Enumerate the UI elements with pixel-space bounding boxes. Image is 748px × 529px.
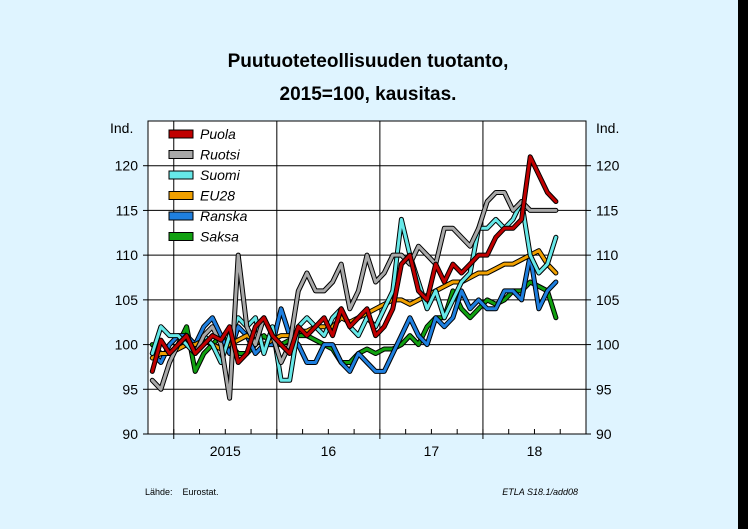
legend-label: Ruotsi	[200, 147, 241, 163]
chart-subtitle: 2015=100, kausitas.	[280, 84, 457, 105]
series-lines	[149, 154, 559, 401]
legend-label: Ranska	[200, 208, 248, 224]
y-tick-label: 105	[115, 292, 139, 308]
legend-label: Saksa	[200, 229, 239, 245]
y-tick-label: 105	[596, 292, 620, 308]
legend-swatch	[168, 129, 194, 139]
y-tick-label: 90	[596, 426, 612, 442]
series-line	[150, 155, 558, 373]
x-tick-label: 2015	[210, 443, 241, 459]
legend-swatch	[168, 211, 194, 221]
legend-label: EU28	[200, 188, 235, 204]
series-line	[150, 253, 558, 373]
legend: Puola Ruotsi Suomi EU28 Ranska Saksa	[168, 126, 248, 245]
legend-swatch	[168, 150, 194, 159]
x-tick-label: 18	[527, 443, 543, 459]
chart-code: ETLA S18.1/add08	[502, 487, 578, 497]
y-tick-label: 115	[596, 202, 619, 218]
legend-label: Puola	[200, 126, 236, 142]
plot-area	[147, 120, 587, 435]
y-tick-label: 90	[122, 426, 138, 442]
y-tick-label: 115	[116, 202, 139, 218]
y-tick-label: 110	[596, 247, 619, 263]
y-tick-label: 100	[596, 337, 620, 353]
source-note: Lähde: Eurostat.	[145, 487, 219, 497]
chart-title: Puutuoteteollisuuden tuotanto,	[228, 51, 509, 72]
y-tick-label: 120	[596, 158, 620, 174]
y-tick-label: 110	[116, 247, 139, 263]
y-tick-label: 120	[115, 158, 139, 174]
y-axis-label-left: Ind.	[110, 120, 133, 136]
legend-swatch	[168, 232, 194, 241]
y-tick-label: 95	[596, 381, 612, 397]
y-axis-label-right: Ind.	[596, 120, 619, 136]
x-tick-label: 17	[424, 443, 440, 459]
series-line	[150, 200, 558, 382]
x-tick-label: 16	[321, 443, 337, 459]
y-tick-label: 95	[122, 381, 138, 397]
legend-label: Suomi	[200, 167, 241, 183]
y-tick-label: 100	[115, 337, 139, 353]
tick-labels: 90 90 95 95 100 100 105 105 110 110 115 115 120 120 20…	[115, 158, 620, 459]
legend-swatch	[168, 170, 194, 180]
legend-swatch	[168, 191, 194, 200]
